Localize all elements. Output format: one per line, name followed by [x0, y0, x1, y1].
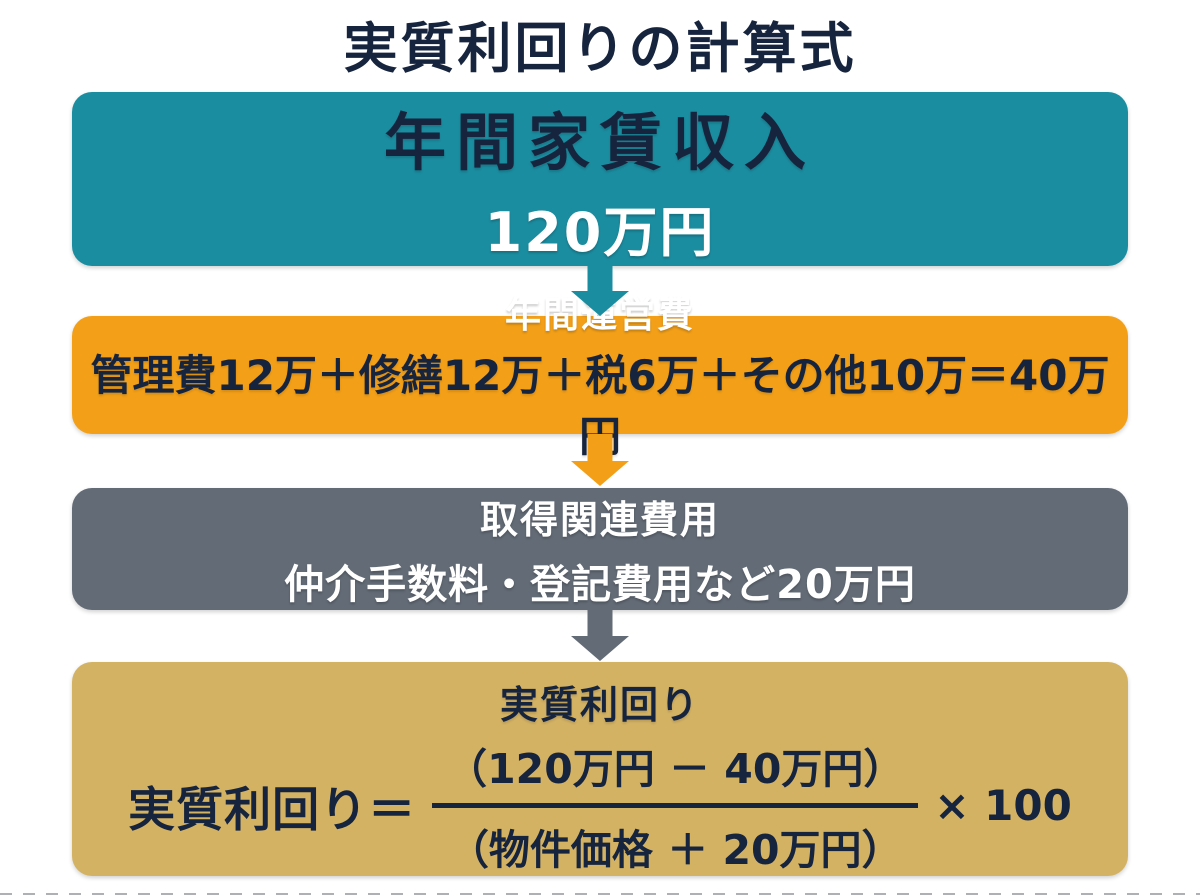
arrow-head [571, 636, 629, 661]
flow-box-acquisition-costs: 取得関連費用 仲介手数料・登記費用など20万円 [72, 488, 1128, 610]
annual-operating-costs-detail: 管理費12万＋修繕12万＋税6万＋その他10万＝40万円 [90, 351, 1110, 461]
formula-numerator: （120万円 － 40万円） [432, 735, 919, 808]
down-arrow-icon [568, 610, 632, 662]
formula-multiplier: × 100 [934, 781, 1072, 830]
formula-lhs: 実質利回り＝ [128, 783, 417, 838]
bottom-edge-dashes [0, 893, 1200, 895]
down-arrow-icon [568, 434, 632, 488]
net-yield-title: 実質利回り [499, 683, 700, 727]
down-arrow-icon [568, 266, 632, 316]
arrow-stem [587, 610, 613, 638]
flow-box-annual-rent-income: 年間家賃収入 120万円 [72, 92, 1128, 266]
formula-fraction: （120万円 － 40万円） （物件価格 ＋ 20万円） [432, 735, 919, 876]
arrow-stem [587, 266, 613, 292]
arrow-head [571, 461, 629, 486]
formula-denominator: （物件価格 ＋ 20万円） [447, 826, 903, 874]
arrow-stem [587, 434, 613, 463]
arrow-head [571, 291, 629, 316]
flow-box-net-yield: 実質利回り 実質利回り＝ （120万円 － 40万円） （物件価格 ＋ 20万円… [72, 662, 1128, 876]
flow-box-annual-operating-costs: 年間運営費 管理費12万＋修繕12万＋税6万＋その他10万＝40万円 [72, 295, 1128, 461]
acquisition-costs-detail: 仲介手数料・登記費用など20万円 [284, 561, 916, 608]
net-yield-formula: 実質利回り＝ （120万円 － 40万円） （物件価格 ＋ 20万円） × 10… [72, 735, 1128, 876]
annual-rent-income-title: 年間家賃収入 [383, 105, 816, 179]
annual-rent-income-value: 120万円 [484, 200, 716, 264]
acquisition-costs-title: 取得関連費用 [479, 497, 720, 542]
page-title: 実質利回りの計算式 [343, 17, 857, 80]
